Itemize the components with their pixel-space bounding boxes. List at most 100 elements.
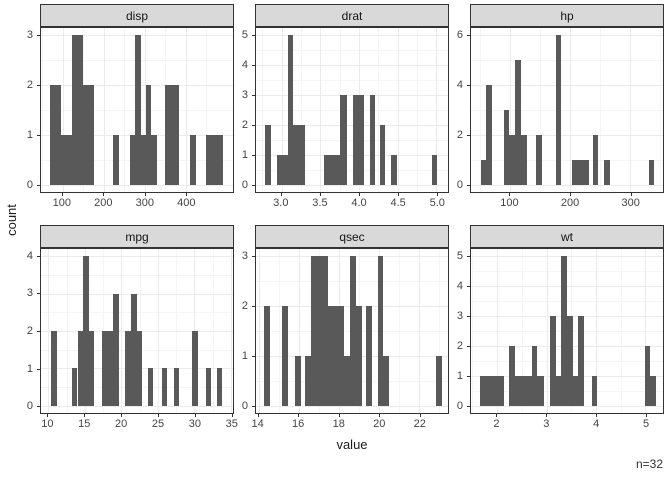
histogram-bar (83, 85, 95, 185)
y-tick-mark (37, 331, 40, 332)
gridline (62, 28, 64, 192)
y-tick-mark (252, 356, 255, 358)
y-axis: 0 1 2 3 4 5 (234, 27, 255, 193)
histogram-bar (72, 35, 84, 185)
y-tick-mark (467, 84, 470, 86)
y-tick-label: 0 (241, 400, 248, 413)
gridline (510, 28, 511, 192)
gridline (471, 159, 663, 161)
y-tick-mark (37, 293, 40, 295)
facet-title: mpg (125, 229, 149, 244)
x-tick-mark (103, 193, 105, 196)
x-tick-mark (319, 193, 321, 196)
histogram-bar (294, 355, 301, 406)
histogram-bar (509, 345, 516, 406)
x-tick-mark (84, 414, 86, 417)
histogram-bar (134, 35, 141, 185)
gridline (256, 35, 448, 37)
histogram-bar (648, 159, 655, 185)
x-tick-label: 200 (560, 197, 580, 209)
histogram-bar (480, 375, 504, 406)
facet-strip: drat (255, 4, 449, 27)
x-tick-label: 3.5 (312, 197, 328, 209)
gridline (103, 28, 105, 192)
facet-panel (255, 27, 449, 193)
x-tick-mark (570, 193, 572, 196)
y-tick-label: 1 (241, 350, 248, 363)
gridline (256, 139, 448, 141)
gridline (570, 28, 571, 192)
y-axis: 0 1 2 3 4 5 (449, 248, 470, 414)
facet-panel (40, 27, 234, 193)
histogram-bar (555, 375, 562, 406)
x-tick-label: 35 (225, 418, 238, 430)
y-tick-mark (252, 155, 255, 157)
histogram-bar (531, 345, 538, 406)
histogram-bar (205, 368, 212, 406)
gridline (41, 256, 233, 258)
sample-size-caption: n=32 (635, 457, 663, 471)
histogram-bar (129, 134, 135, 185)
gridline (419, 249, 421, 413)
y-tick-label: 4 (26, 249, 33, 262)
x-tick-label: 20 (373, 418, 386, 430)
y-tick-label: 1 (241, 149, 248, 162)
y-tick-label: 5 (241, 28, 248, 41)
histogram-bar (391, 154, 397, 185)
histogram-bar (486, 85, 492, 185)
y-tick-label: 4 (241, 58, 248, 71)
histogram-bar (578, 316, 585, 406)
histogram-bar (140, 134, 146, 185)
histogram-bar (555, 35, 562, 185)
y-axis: 0 1 2 3 (234, 248, 255, 414)
x-tick-mark (231, 414, 233, 417)
histogram-bar (77, 331, 84, 406)
facet-panel (40, 248, 234, 414)
x-tick-mark (509, 193, 511, 196)
x-tick-label: 20 (115, 418, 128, 430)
gridline (497, 249, 499, 413)
y-tick-label: 3 (456, 309, 463, 322)
gridline (256, 65, 448, 67)
gridline (41, 293, 233, 295)
y-tick-label: 4 (456, 279, 463, 292)
histogram-bar (112, 293, 120, 406)
x-tick-label: 10 (41, 418, 54, 430)
histogram-bar (136, 331, 143, 406)
y-tick-label: 1 (456, 370, 463, 383)
histogram-bar (436, 355, 443, 406)
x-tick-mark (121, 414, 123, 417)
gridline (256, 50, 448, 52)
y-tick-mark (252, 125, 255, 127)
histogram-bar (567, 316, 573, 406)
histogram-bar (305, 355, 311, 406)
histogram-bar (365, 306, 372, 406)
gridline (41, 405, 233, 407)
x-tick-label: 14 (251, 418, 264, 430)
y-tick-label: 5 (456, 249, 463, 262)
x-axis: 100 200 300 400 (40, 193, 234, 225)
x-tick-mark (61, 193, 63, 196)
facet-title: qsec (339, 229, 365, 244)
histogram-bar (131, 293, 137, 406)
x-tick-label: 5 (642, 418, 650, 430)
y-tick-mark (37, 34, 40, 36)
histogram-bar (287, 35, 294, 185)
y-tick-label: 2 (241, 299, 248, 312)
histogram-bar (604, 159, 610, 185)
x-tick-mark (646, 414, 648, 417)
x-tick-label: 2 (493, 418, 500, 430)
y-tick-mark (467, 185, 470, 187)
histogram-bar (88, 331, 95, 406)
x-tick-label: 400 (177, 197, 196, 209)
x-tick-mark (186, 193, 188, 196)
y-tick-label: 6 (456, 28, 463, 41)
gridline (471, 134, 663, 136)
gridline (471, 60, 663, 62)
facet-grid: disp 0 1 2 3 100 200 300 400 drat 0 1 2 3 4 5 3.0 3.5 4.0 4… (19, 4, 664, 436)
gridline (471, 35, 663, 37)
x-tick-mark (298, 414, 300, 417)
x-tick-mark (546, 414, 548, 417)
x-tick-label: 16 (292, 418, 305, 430)
